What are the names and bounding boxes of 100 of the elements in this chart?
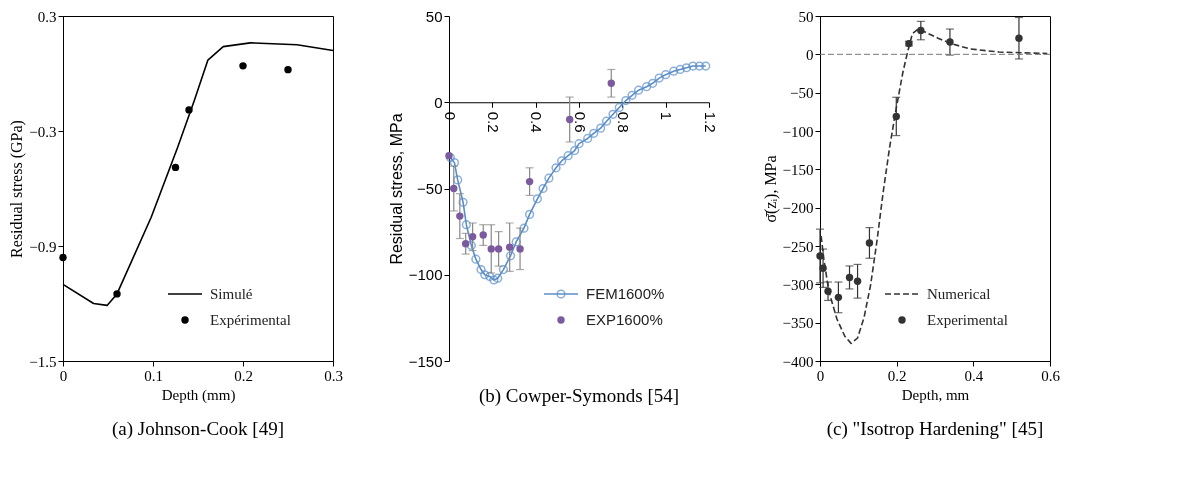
point xyxy=(461,240,470,248)
point xyxy=(565,115,574,124)
point xyxy=(627,90,637,100)
point xyxy=(450,184,458,193)
y-axis-title: Residual stress (GPa) xyxy=(8,120,27,258)
point xyxy=(476,264,486,275)
point xyxy=(456,212,464,220)
y-tick-label: 50 xyxy=(425,7,443,25)
point xyxy=(669,66,679,76)
point xyxy=(538,183,548,194)
point xyxy=(614,102,624,113)
legend-label: Simulé xyxy=(210,286,253,302)
x-tick-label: 0.1 xyxy=(144,367,163,384)
point xyxy=(701,61,711,71)
point xyxy=(654,73,664,83)
point xyxy=(59,253,67,262)
x-axis-title: Depth (mm) xyxy=(161,386,236,404)
point xyxy=(570,145,580,156)
x-tick-label: 0 xyxy=(816,367,825,384)
y-tick-label: −350 xyxy=(782,315,814,332)
legend-label: Expérimental xyxy=(210,312,291,328)
point xyxy=(816,252,824,260)
point xyxy=(505,251,516,261)
point xyxy=(688,61,698,71)
y-tick-label: −100 xyxy=(782,123,814,140)
text: (b) Cowper-Symonds [54] xyxy=(478,385,680,407)
point xyxy=(466,240,476,251)
point xyxy=(471,254,481,264)
y-tick-label: −1.5 xyxy=(29,353,57,370)
point xyxy=(1015,34,1023,42)
x-tick-label: 0.8 xyxy=(614,111,632,133)
point xyxy=(865,239,874,247)
point xyxy=(185,106,193,114)
y-axis-title: Residual stress, MPa xyxy=(387,113,405,265)
point xyxy=(493,273,503,283)
point xyxy=(681,63,692,73)
x-tick-label: 0.6 xyxy=(1041,367,1061,384)
x-tick-label: 0 xyxy=(59,367,68,384)
x-tick-label: 0.4 xyxy=(528,111,546,133)
point xyxy=(589,128,599,138)
point xyxy=(661,70,671,80)
point xyxy=(648,78,658,88)
point xyxy=(461,220,471,230)
x-tick-label: 0.4 xyxy=(964,367,984,384)
point xyxy=(819,264,827,272)
point xyxy=(563,151,573,161)
point xyxy=(853,277,862,285)
point xyxy=(239,62,247,70)
x-tick-label: 0.2 xyxy=(887,367,907,384)
point xyxy=(596,123,606,133)
y-tick-label: −200 xyxy=(782,200,814,217)
point xyxy=(845,273,854,282)
point xyxy=(458,197,468,207)
point xyxy=(641,82,652,92)
point xyxy=(946,38,954,46)
point xyxy=(824,287,832,295)
point xyxy=(675,64,685,75)
point xyxy=(633,85,644,95)
point xyxy=(505,243,514,251)
point xyxy=(468,233,477,241)
point xyxy=(485,271,495,282)
point xyxy=(516,245,524,253)
y-tick-label: −100 xyxy=(408,266,443,284)
x-tick-label: 0.2 xyxy=(484,111,502,133)
point xyxy=(519,223,529,233)
y-tick-label: −150 xyxy=(408,352,443,370)
point xyxy=(480,270,490,280)
x-axis-title: Depth, mm xyxy=(901,386,970,403)
x-tick-label: 0.3 xyxy=(324,367,343,384)
point xyxy=(917,26,925,35)
point xyxy=(489,275,499,285)
y-tick-label: −150 xyxy=(782,161,814,178)
point xyxy=(834,293,843,302)
point xyxy=(601,116,612,126)
point xyxy=(557,156,567,166)
point xyxy=(892,112,900,121)
x-tick-label: 0.2 xyxy=(234,367,253,384)
x-tick-label: 0.6 xyxy=(571,111,589,133)
point xyxy=(113,290,121,298)
point xyxy=(498,264,509,275)
y-tick-label: −0.9 xyxy=(29,238,57,255)
legend-label: EXP1600% xyxy=(586,311,663,328)
point xyxy=(524,209,535,219)
point xyxy=(532,194,543,204)
y-tick-label: −0.3 xyxy=(29,123,57,140)
legend-label: FEM1600% xyxy=(586,285,665,302)
y-tick-label: 0 xyxy=(806,46,814,63)
y-axis-title: σ̄(zᵢ), MPa xyxy=(761,155,780,223)
point xyxy=(574,139,584,149)
point xyxy=(453,175,463,185)
legend-label: Experimental xyxy=(927,312,1008,328)
x-tick-label: 1 xyxy=(658,111,676,121)
point xyxy=(171,163,180,172)
point xyxy=(511,237,521,247)
text: (a) Johnson-Cook [49] xyxy=(111,418,285,440)
point xyxy=(494,245,503,253)
point xyxy=(583,133,593,144)
x-tick-label: 1.2 xyxy=(701,111,719,133)
y-tick-label: 0.3 xyxy=(37,8,57,25)
point xyxy=(487,245,495,253)
